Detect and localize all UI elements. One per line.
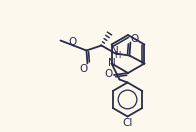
Text: Cl: Cl: [122, 117, 133, 128]
Text: H: H: [114, 51, 121, 60]
Text: O: O: [130, 34, 139, 44]
Text: N: N: [108, 58, 116, 69]
Text: O: O: [105, 69, 113, 79]
Text: O: O: [79, 63, 88, 74]
Text: O: O: [68, 37, 77, 46]
Text: N: N: [111, 46, 118, 55]
